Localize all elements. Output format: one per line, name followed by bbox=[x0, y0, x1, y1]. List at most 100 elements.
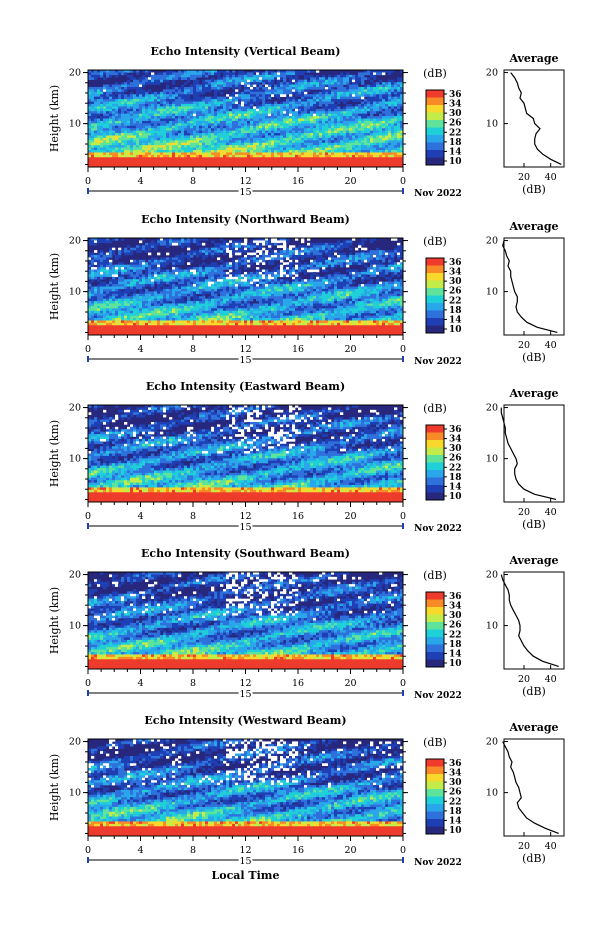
heatmap-cell bbox=[352, 79, 356, 83]
heatmap-cell bbox=[331, 257, 335, 261]
heatmap-cell bbox=[304, 123, 308, 127]
heatmap-cell bbox=[370, 89, 374, 93]
heatmap-cell bbox=[142, 137, 146, 141]
heatmap-cell bbox=[121, 106, 125, 110]
heatmap-cell bbox=[145, 262, 149, 265]
heatmap-cell bbox=[364, 72, 368, 76]
heatmap-cell bbox=[289, 89, 293, 93]
heatmap-cell bbox=[214, 267, 218, 270]
heatmap-cell bbox=[328, 120, 332, 124]
heatmap-cell bbox=[376, 120, 380, 124]
heatmap-cell bbox=[307, 118, 311, 122]
heatmap-cell bbox=[346, 142, 350, 146]
heatmap-cell bbox=[112, 159, 116, 163]
heatmap-cell bbox=[112, 142, 116, 146]
heatmap-cell bbox=[103, 133, 107, 136]
heatmap-cell bbox=[379, 154, 383, 158]
heatmap-cell bbox=[229, 254, 233, 258]
heatmap-cell bbox=[118, 135, 122, 139]
heatmap-cell bbox=[190, 116, 194, 119]
heatmap-cell bbox=[301, 250, 305, 253]
heatmap-cell bbox=[358, 262, 362, 265]
heatmap-cell bbox=[367, 103, 371, 107]
heatmap-cell bbox=[364, 147, 368, 151]
heatmap-cell bbox=[370, 86, 374, 90]
heatmap-cell bbox=[115, 137, 119, 141]
heatmap-cell bbox=[295, 252, 299, 256]
heatmap-cell bbox=[121, 137, 125, 141]
heatmap-cell bbox=[199, 128, 203, 131]
heatmap-cell bbox=[265, 106, 269, 110]
heatmap-cell bbox=[250, 116, 254, 119]
heatmap-cell bbox=[139, 264, 143, 268]
heatmap-cell bbox=[232, 247, 236, 251]
heatmap-cell bbox=[304, 130, 308, 134]
heatmap-cell bbox=[151, 79, 155, 83]
heatmap-cell bbox=[109, 259, 113, 263]
heatmap-cell bbox=[202, 267, 206, 270]
heatmap-cell bbox=[310, 113, 314, 117]
heatmap-cell bbox=[205, 89, 209, 93]
heatmap-cell bbox=[109, 130, 113, 134]
heatmap-cell bbox=[160, 145, 164, 148]
heatmap-cell bbox=[202, 157, 206, 161]
heatmap-cell bbox=[136, 89, 140, 93]
heatmap-cell bbox=[193, 130, 197, 134]
heatmap-cell bbox=[271, 128, 275, 131]
heatmap-cell bbox=[235, 123, 239, 127]
heatmap-cell bbox=[112, 128, 116, 131]
heatmap-cell bbox=[394, 162, 398, 165]
heatmap-cell bbox=[316, 150, 320, 153]
heatmap-cell bbox=[274, 111, 278, 114]
heatmap-cell bbox=[397, 164, 401, 168]
heatmap-cell bbox=[319, 264, 323, 268]
heatmap-cell bbox=[154, 267, 158, 270]
heatmap-cell bbox=[262, 111, 266, 114]
heatmap-cell bbox=[256, 79, 260, 83]
heatmap-cell bbox=[367, 137, 371, 141]
heatmap-cell bbox=[358, 150, 362, 153]
heatmap-cell bbox=[391, 103, 395, 107]
heatmap-cell bbox=[190, 133, 194, 136]
heatmap-cell bbox=[397, 157, 401, 161]
heatmap-cell bbox=[346, 120, 350, 124]
heatmap-cell bbox=[232, 84, 236, 88]
heatmap-cell bbox=[193, 142, 197, 146]
heatmap-cell bbox=[373, 154, 377, 158]
heatmap-cell bbox=[130, 118, 134, 122]
heatmap-cell bbox=[118, 116, 122, 119]
heatmap-cell bbox=[391, 125, 395, 129]
heatmap-cell bbox=[238, 130, 242, 134]
heatmap-cell bbox=[382, 250, 386, 253]
heatmap-cell bbox=[196, 118, 200, 122]
heatmap-cell bbox=[172, 147, 176, 151]
heatmap-cell bbox=[253, 259, 257, 263]
heatmap-cell bbox=[274, 84, 278, 88]
heatmap-cell bbox=[112, 137, 116, 141]
heatmap-cell bbox=[235, 252, 239, 256]
heatmap-cell bbox=[124, 123, 128, 127]
heatmap-cell bbox=[199, 130, 203, 134]
heatmap-cell bbox=[169, 152, 173, 156]
heatmap-cell bbox=[112, 111, 116, 114]
heatmap-cell bbox=[229, 74, 233, 78]
heatmap-cell bbox=[196, 128, 200, 131]
heatmap-cell bbox=[394, 103, 398, 107]
heatmap-cell bbox=[346, 240, 350, 244]
heatmap-cell bbox=[391, 130, 395, 134]
heatmap-cell bbox=[157, 133, 161, 136]
heatmap-cell bbox=[157, 91, 161, 95]
heatmap-cell bbox=[88, 238, 92, 241]
heatmap-cell bbox=[160, 137, 164, 141]
heatmap-cell bbox=[91, 130, 95, 134]
heatmap-cell bbox=[151, 94, 155, 97]
heatmap-cell bbox=[304, 118, 308, 122]
heatmap-cell bbox=[127, 74, 131, 78]
heatmap-cell bbox=[283, 137, 287, 141]
heatmap-cell bbox=[376, 96, 380, 100]
heatmap-cell bbox=[298, 133, 302, 136]
heatmap-cell bbox=[247, 91, 251, 95]
heatmap-cell bbox=[244, 94, 248, 97]
heatmap-cell bbox=[295, 113, 299, 117]
heatmap-cell bbox=[376, 164, 380, 168]
